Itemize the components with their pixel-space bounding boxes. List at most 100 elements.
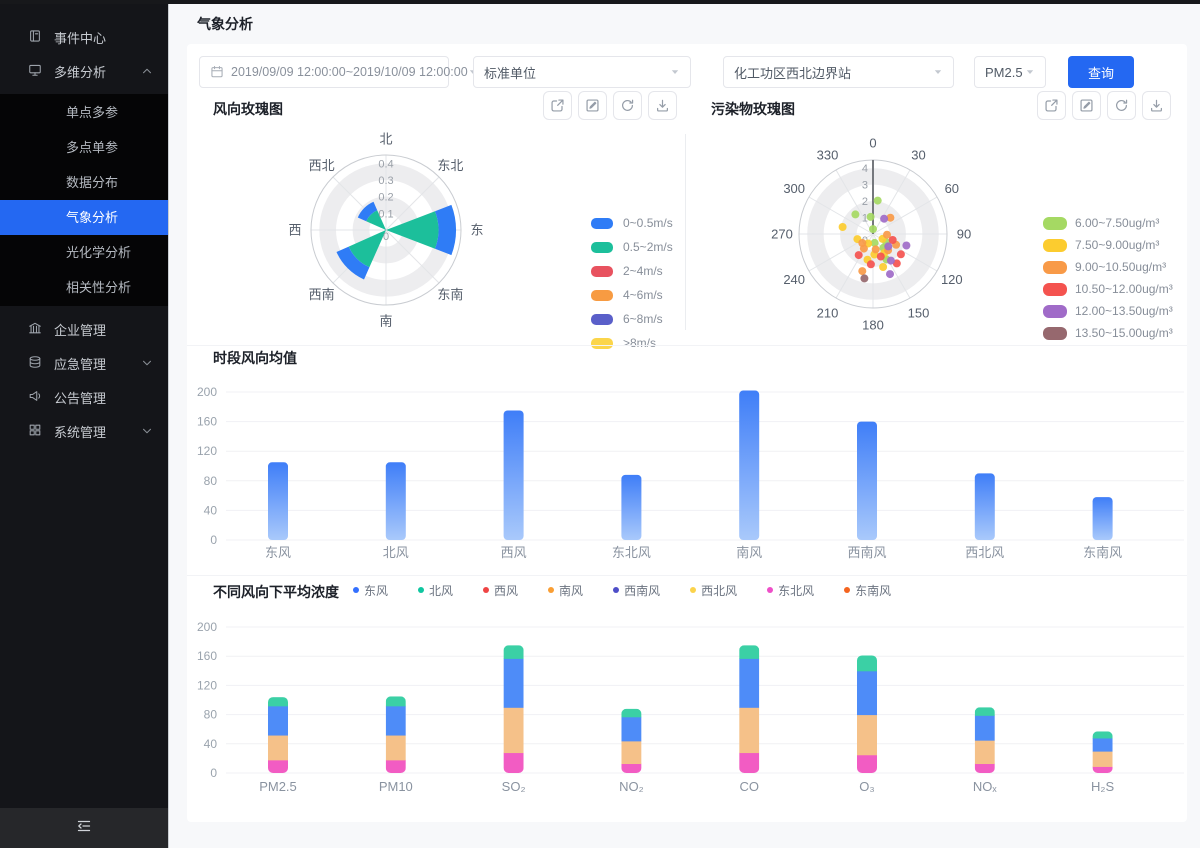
bar (385, 462, 406, 540)
svg-text:PM10: PM10 (379, 779, 413, 794)
download-button[interactable] (648, 91, 677, 120)
wind-rose-title: 风向玫瑰图 (213, 101, 283, 117)
svg-text:SO₂: SO₂ (502, 779, 526, 794)
legend-label: 6~8m/s (623, 312, 663, 326)
wind-rose-legend: 0~0.5m/s 0.5~2m/s 2~4m/s 4~6m/s 6~8m/s >8m/s (591, 216, 673, 350)
legend-dot (690, 587, 697, 593)
pollutant-select[interactable]: PM2.5 (974, 56, 1046, 88)
sidebar-subitem[interactable]: 光化学分析 (66, 245, 132, 260)
sidebar-subitem-active[interactable]: 气象分析 (0, 200, 168, 235)
legend-item[interactable]: 西北风 (690, 582, 737, 599)
legend-item[interactable]: 13.50~15.00ug/m³ (1043, 326, 1173, 340)
sidebar-collapse-button[interactable] (0, 808, 168, 848)
legend-item[interactable]: 东南风 (844, 582, 891, 599)
legend-item[interactable]: 南风 (548, 582, 583, 599)
sidebar-item[interactable]: 事件中心 (0, 20, 168, 54)
bar (503, 410, 524, 540)
pollutant-rose-chart: 030609012015018021024027030033001234 (771, 136, 971, 333)
sidebar-item-label: 系统管理 (54, 424, 107, 440)
svg-text:30: 30 (911, 148, 925, 163)
legend-item[interactable]: 2~4m/s (591, 264, 673, 278)
edit-button[interactable] (1072, 91, 1101, 120)
sidebar-subitem[interactable]: 相关性分析 (66, 280, 132, 295)
legend-dot (353, 587, 359, 593)
svg-text:0.2: 0.2 (378, 192, 393, 204)
legend-swatch (1043, 326, 1067, 340)
edit-button[interactable] (578, 91, 607, 120)
legend-item[interactable]: 东北风 (767, 582, 814, 599)
legend-label: 东南风 (855, 583, 892, 598)
sidebar-subitem[interactable]: 多点单参 (66, 140, 119, 155)
legend-item[interactable]: 4~6m/s (591, 288, 673, 302)
legend-item[interactable]: 12.00~13.50ug/m³ (1043, 304, 1173, 318)
svg-text:东南风: 东南风 (1083, 545, 1122, 560)
legend-item[interactable]: 6.00~7.50ug/m³ (1043, 216, 1173, 230)
sidebar-item[interactable]: 多维分析 (0, 54, 168, 88)
sidebar-nav: 事件中心多维分析单点多参多点单参数据分布气象分析光化学分析相关性分析企业管理 应急… (0, 0, 168, 448)
legend-item[interactable]: 东风 (353, 582, 388, 599)
pollutant-rose-toolbar (1037, 91, 1171, 120)
building-icon (28, 321, 44, 337)
svg-text:180: 180 (862, 318, 884, 333)
svg-text:西南风: 西南风 (847, 545, 886, 560)
legend-item[interactable]: 7.50~9.00ug/m³ (1043, 238, 1173, 252)
date-range-picker[interactable]: 2019/09/09 12:00:00~2019/10/09 12:00:00 (199, 56, 476, 88)
unit-select[interactable]: 标准单位 (473, 56, 691, 88)
pollutant-rose-legend: 6.00~7.50ug/m³ 7.50~9.00ug/m³ 9.00~10.50ug… (1043, 216, 1173, 340)
stacked-bar (739, 645, 760, 773)
svg-text:CO: CO (739, 779, 759, 794)
legend-label: 0~0.5m/s (623, 216, 673, 230)
legend-item[interactable]: 10.50~12.00ug/m³ (1043, 282, 1173, 296)
legend-label: 6.00~7.50ug/m³ (1075, 216, 1160, 230)
open-external-button[interactable] (1037, 91, 1066, 120)
sidebar-item[interactable]: 系统管理 (0, 414, 168, 448)
legend-item[interactable]: 西风 (483, 582, 518, 599)
sidebar-subitem[interactable]: 单点多参 (66, 105, 119, 120)
caret-down-icon (1025, 67, 1035, 77)
sidebar-item[interactable]: 应急管理 (0, 346, 168, 380)
content-card: 2019/09/09 12:00:00~2019/10/09 12:00:00 … (187, 44, 1187, 822)
svg-text:东: 东 (470, 223, 483, 238)
section-divider (187, 575, 1187, 576)
legend-item[interactable]: 0.5~2m/s (591, 240, 673, 254)
svg-text:西北: 西北 (309, 158, 335, 173)
download-button[interactable] (1142, 91, 1171, 120)
station-select[interactable]: 化工功区西北边界站 (723, 56, 954, 88)
legend-item[interactable]: 北风 (418, 582, 453, 599)
date-range-value: 2019/09/09 12:00:00~2019/10/09 12:00:00 (231, 65, 468, 79)
chevron-down-icon (140, 356, 154, 370)
stacked-bar (621, 708, 642, 773)
sidebar-subitem[interactable]: 数据分布 (66, 175, 119, 190)
legend-item[interactable]: 9.00~10.50ug/m³ (1043, 260, 1173, 274)
refresh-button[interactable] (1107, 91, 1136, 120)
stacked-bar (1092, 731, 1113, 773)
legend-item[interactable]: >8m/s (591, 336, 673, 350)
query-button[interactable]: 查询 (1068, 56, 1134, 88)
open-external-button[interactable] (543, 91, 572, 120)
legend-swatch (591, 265, 613, 277)
sidebar-item[interactable]: 公告管理 (0, 380, 168, 414)
svg-text:160: 160 (197, 649, 217, 663)
svg-text:PM2.5: PM2.5 (259, 779, 297, 794)
svg-text:120: 120 (197, 678, 217, 692)
legend-item[interactable]: 0~0.5m/s (591, 216, 673, 230)
legend-swatch (1043, 216, 1067, 230)
legend-label: 东北风 (778, 583, 815, 598)
sidebar: 事件中心多维分析单点多参多点单参数据分布气象分析光化学分析相关性分析企业管理 应急… (0, 0, 168, 848)
bar (268, 462, 288, 540)
menu-fold-icon (76, 818, 92, 839)
svg-text:东南: 东南 (437, 287, 463, 302)
legend-swatch (1043, 304, 1067, 318)
sidebar-item[interactable]: 企业管理 (0, 312, 168, 346)
svg-text:0.3: 0.3 (378, 175, 393, 187)
monitor-icon (28, 63, 44, 79)
svg-text:O₃: O₃ (859, 779, 874, 794)
sidebar-item-label: 事件中心 (54, 30, 107, 46)
legend-item[interactable]: 西南风 (613, 582, 660, 599)
legend-item[interactable]: 6~8m/s (591, 312, 673, 326)
bar (621, 474, 642, 540)
refresh-button[interactable] (613, 91, 642, 120)
svg-text:330: 330 (817, 148, 839, 163)
svg-text:40: 40 (204, 503, 218, 517)
